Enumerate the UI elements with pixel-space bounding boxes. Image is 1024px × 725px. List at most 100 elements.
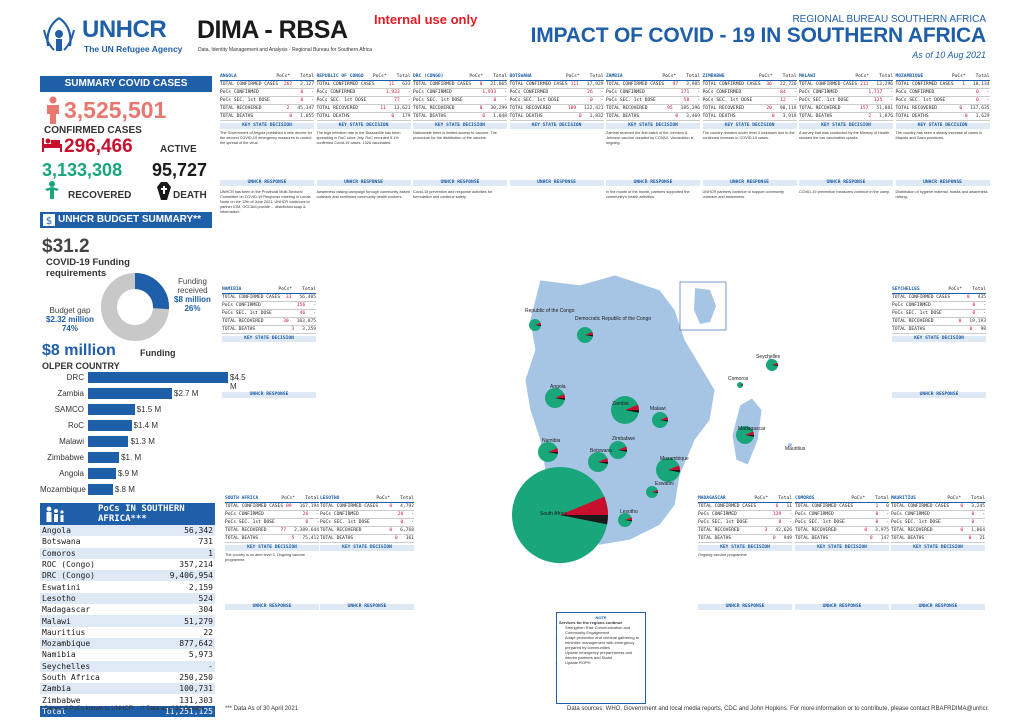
stat-values: 33 56,405 [286, 295, 316, 300]
stat-total-value: 167,194 [299, 504, 319, 509]
key-state-decision-header: KEY STATE DECISION [220, 123, 314, 129]
stat-label: PoCs CONFIRMED [413, 90, 452, 95]
country-stat-row: PoCs SEC. 1st DOSE 0- [220, 97, 314, 105]
map-label: Madagascar [738, 426, 766, 432]
data-sources-note: Data sources: WHO, Government and local … [567, 706, 989, 712]
death-value: 95,727 [152, 160, 208, 180]
country-panel: ZAMBIA PoCs* Total TOTAL CONFIRMED CASES 97 3… [606, 73, 700, 146]
stat-total-value: - [311, 90, 314, 95]
stat-pocs-value: 0 [875, 512, 879, 517]
country-panel-header: DRC (CONGO) PoCs* Total [413, 73, 507, 81]
country-stat-row: TOTAL CONFIRMED CASES 1 0 [795, 503, 889, 511]
col-headers: PoCs* Total [373, 74, 411, 79]
country-stat-row: PoCs CONFIRMED 139 - [698, 511, 792, 519]
stat-label: PoCs CONFIRMED [702, 90, 742, 95]
stat-values: 125 - [874, 98, 893, 103]
stat-label: TOTAL DEATHS [795, 536, 829, 541]
unhcr-response-header: UNHCR RESPONSE [891, 604, 985, 610]
pocs-table-row: Comoros 1 [40, 547, 215, 559]
stat-values: 0- [976, 98, 990, 103]
stat-label: PoCs CONFIRMED [891, 512, 930, 517]
stat-pocs-value: 0 [394, 536, 398, 541]
map-pie-death [585, 331, 593, 335]
bar-label: Angola [59, 469, 84, 478]
footnote-2: ** Data as of 31 October [140, 706, 206, 712]
stat-total-value: 19,193 [969, 319, 986, 324]
stat-values: 0- [972, 303, 986, 308]
stat-label: PoCs CONFIRMED [606, 90, 645, 95]
stat-total-value: - [411, 520, 414, 525]
stat-label: TOTAL DEATHS [413, 114, 447, 119]
stat-label: PoCs SEC. 1st DOSE [702, 98, 753, 103]
funding-bar [88, 484, 113, 495]
country-stat-row: PoCs CONFIRMED 20 - [320, 511, 414, 519]
stat-total-value: - [600, 90, 604, 95]
stat-pocs-value: 0 [969, 327, 973, 332]
stat-values: 1,933 - [482, 90, 507, 95]
death-label: DEATH [173, 190, 207, 201]
stat-values: 0 3,245 [960, 504, 985, 509]
country-panel: MOZAMBIQUE PoCs* Total TOTAL CONFIRMED CASE… [895, 73, 990, 141]
stat-values: 0 147 [870, 536, 889, 541]
bar-value-label: $2.7 M [174, 389, 199, 398]
country-stat-row: TOTAL DEATHS 5 75,412 [225, 535, 319, 543]
stat-pocs-value: 36 [766, 82, 772, 87]
country-stat-row: PoCs SEC. 1st DOSE 0- [509, 97, 604, 105]
stat-total-value: - [316, 520, 319, 525]
stat-total-value: 122,421 [584, 106, 604, 111]
pocs-country: ROC (Congo) [42, 560, 95, 570]
stat-values: 58 - [684, 98, 700, 103]
stat-pocs-value: 0 [389, 528, 393, 533]
country-stat-row: TOTAL RECOVERED 77 2,389,644 [225, 527, 319, 535]
country-stat-row: TOTAL CONFIRMED CASES 211 13,296 [799, 81, 893, 89]
pocs-country: Lesotho [42, 593, 76, 603]
stat-values: 0- [971, 512, 985, 517]
stat-total-value: - [697, 90, 700, 95]
map-pie-active [618, 450, 627, 452]
map-pie-death [618, 446, 627, 450]
country-name: ANGOLA [220, 74, 237, 79]
stat-pocs-value: 11 [380, 106, 386, 111]
country-stat-row: PoCs SEC. 1st DOSE 46 - [222, 310, 316, 318]
key-state-decision-note: Ongoing vaccine programme [698, 553, 747, 557]
country-stat-row: TOTAL CONFIRMED CASES 33 56,405 [222, 294, 316, 302]
stat-total-value: 3,469 [686, 114, 700, 119]
country-name: MALAWI [799, 74, 816, 79]
col-total-header: Total [686, 74, 700, 79]
country-stat-row: TOTAL RECOVERED 0 6,768 [320, 527, 414, 535]
country-stat-row: TOTAL DEATHS 0 1,055 [220, 113, 314, 121]
stat-values: 0 6,768 [389, 528, 414, 533]
country-stat-row: PoCs SEC. 1st DOSE 0- [413, 97, 507, 105]
pocs-value: 304 [198, 605, 213, 615]
stat-total-value: 147 [880, 536, 889, 541]
funding-received-label: Funding received [177, 277, 208, 295]
budget-gap-block: Budget gap $2.32 million 74% [40, 306, 100, 333]
stat-total-value: - [890, 90, 893, 95]
stat-label: TOTAL RECOVERED [316, 106, 359, 111]
country-stat-row: PoCs SEC. 1st DOSE 0- [698, 519, 792, 527]
unhcr-response-header: UNHCR RESPONSE [222, 392, 316, 398]
country-panel: SOUTH AFRICA PoCs* Total TOTAL CONFIRMED CA… [225, 495, 319, 563]
country-stat-row: PoCs CONFIRMED 0- [891, 511, 985, 519]
map-pie-death [660, 416, 668, 420]
recovered-value: 3,133,308 [42, 160, 123, 180]
stat-total-value: 3,259 [302, 327, 316, 332]
map-pie-death [598, 458, 608, 462]
stat-total-value: 3,985 [686, 82, 700, 87]
stat-total-value: 21 [979, 536, 985, 541]
stat-label: TOTAL CONFIRMED CASES [413, 82, 472, 87]
stat-pocs-value: 3 [291, 327, 295, 332]
coffin-icon [157, 182, 171, 200]
stat-label: TOTAL CONFIRMED CASES [892, 295, 951, 300]
map-label: Lesotho [620, 509, 638, 515]
stat-pocs-value: 0 [493, 98, 497, 103]
stat-pocs-value: 271 [680, 90, 690, 95]
stat-total-value: - [313, 303, 316, 308]
stat-total-value: 103,875 [296, 319, 316, 324]
stat-pocs-value: 6 [775, 504, 779, 509]
col-headers: PoCs* Total [947, 496, 985, 501]
country-stat-row: TOTAL DEATHS 0 3,919 [702, 113, 797, 121]
stat-total-value: - [793, 98, 797, 103]
pocs-table-row: Mauritius 22 [40, 627, 215, 638]
country-stat-row: TOTAL CONFIRMED CASES 0 21,065 [413, 81, 507, 89]
